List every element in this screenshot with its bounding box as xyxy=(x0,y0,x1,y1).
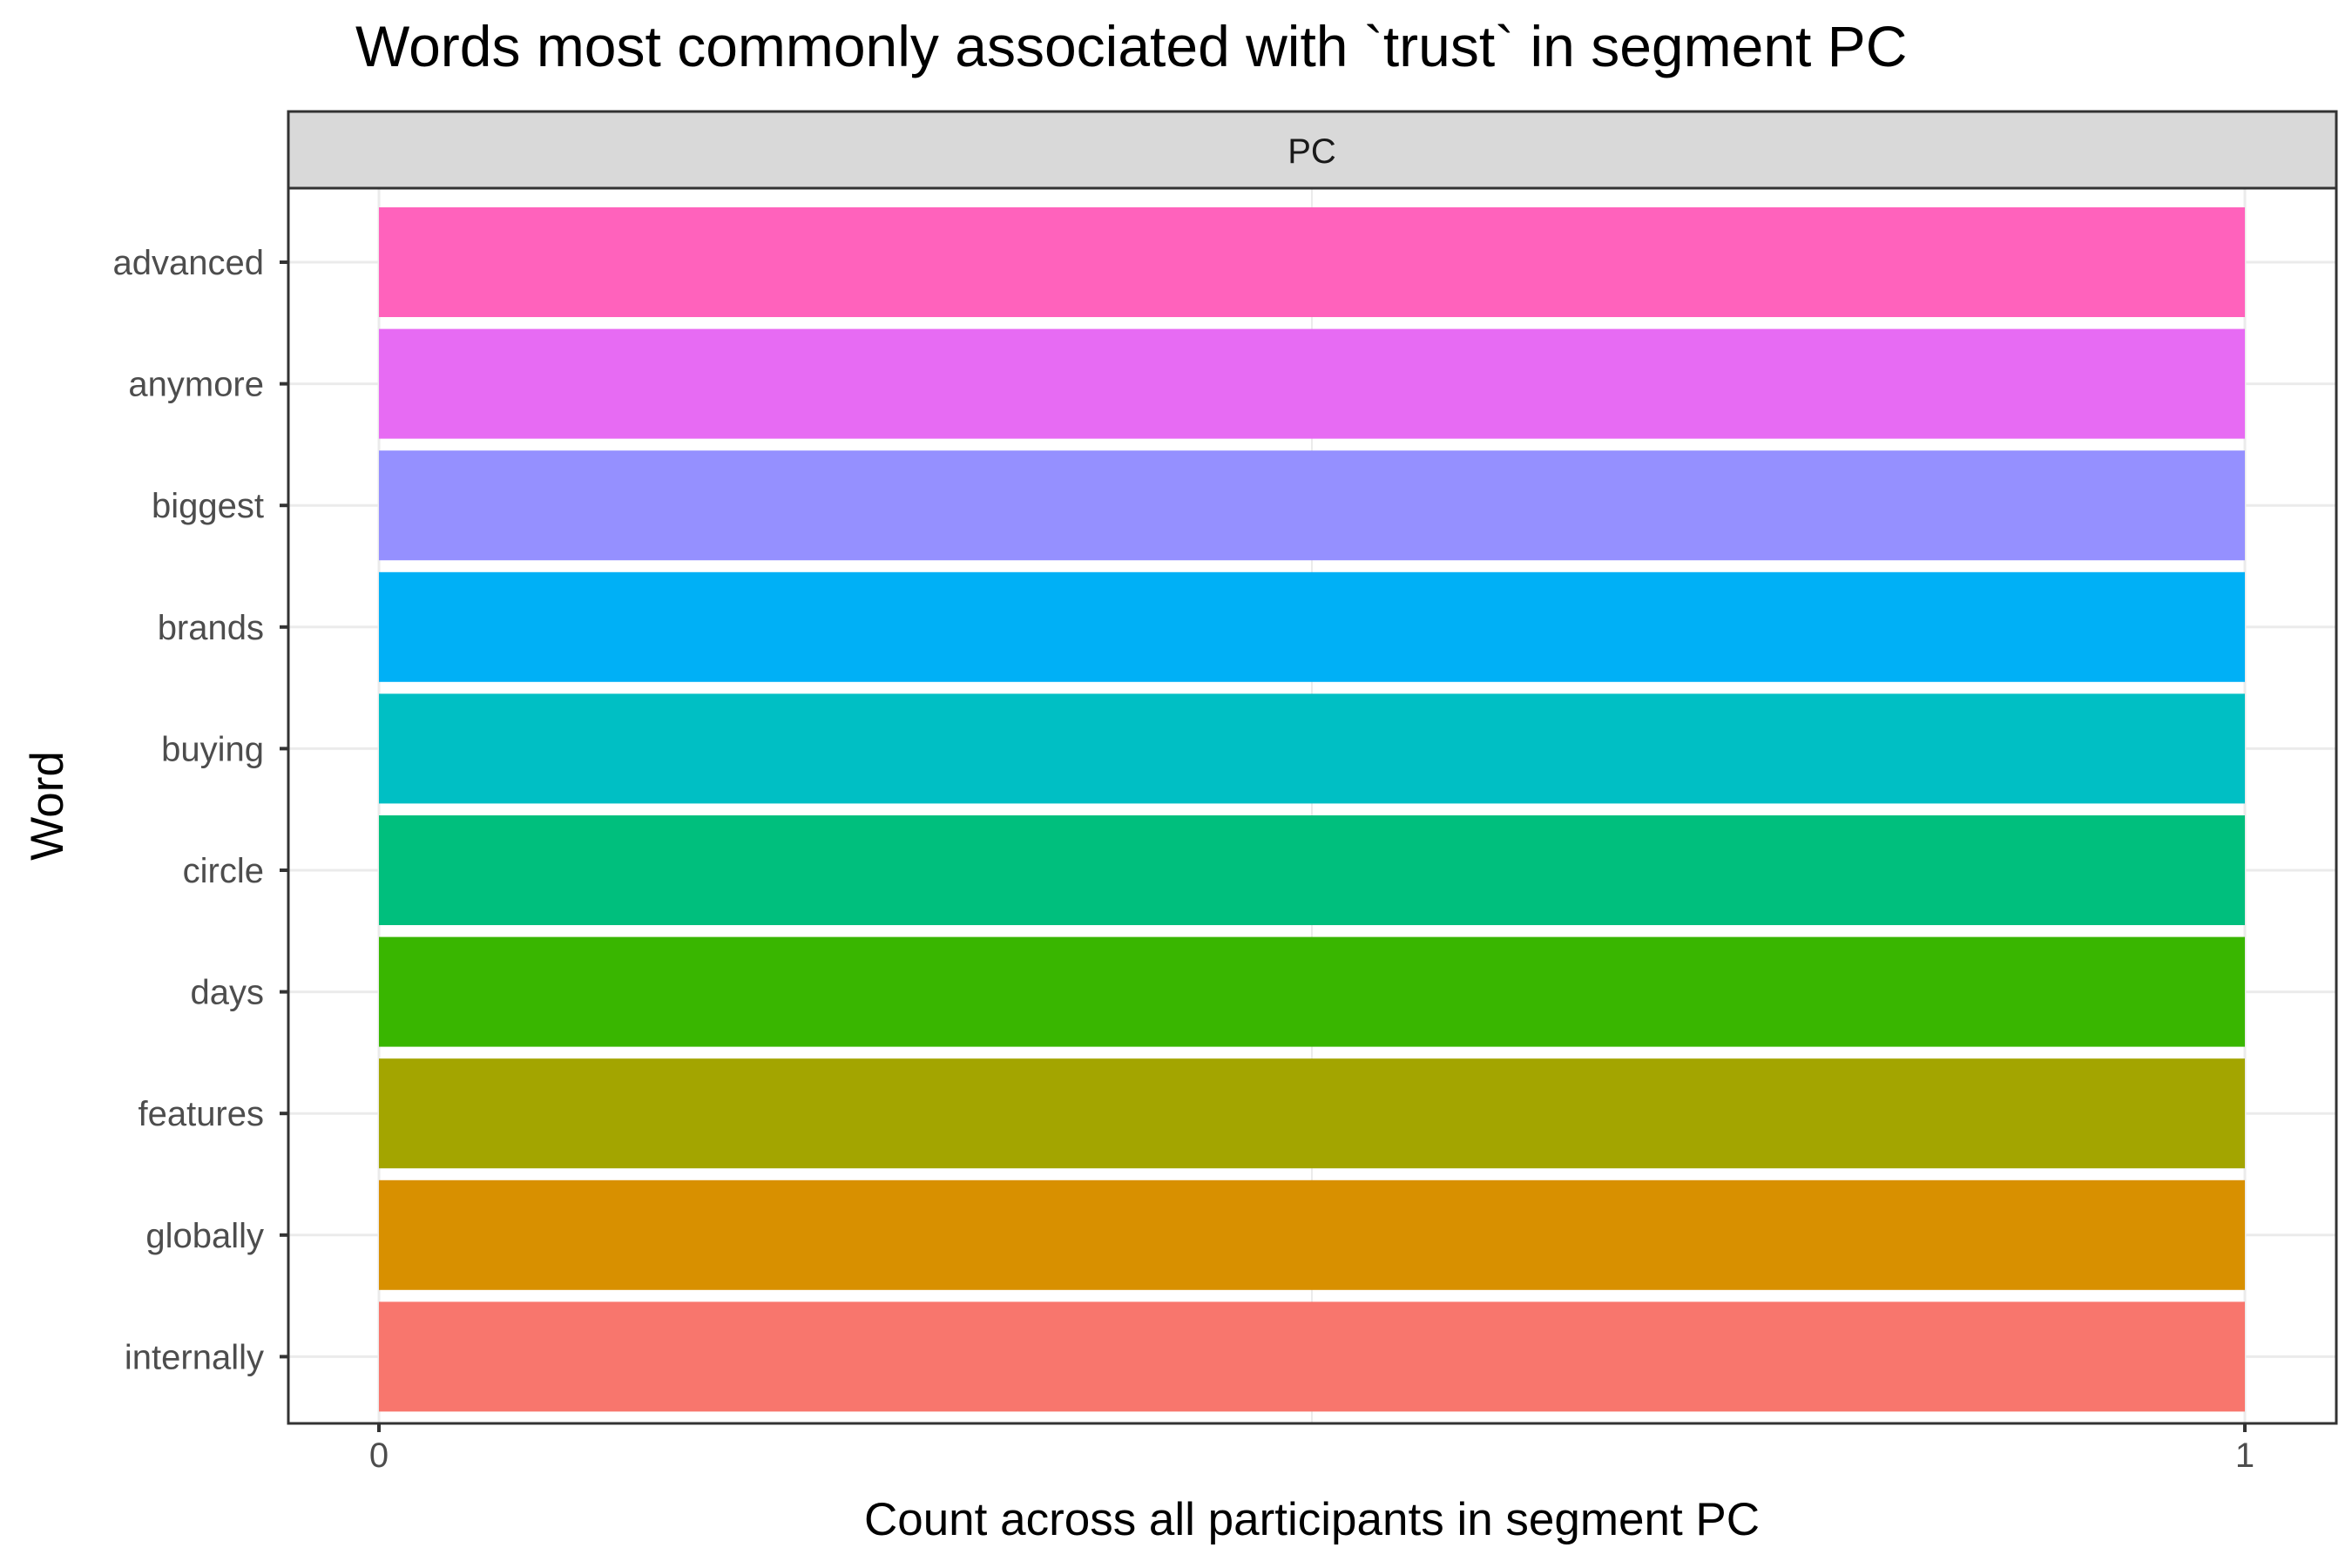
y-tick-label: advanced xyxy=(113,244,264,282)
plot-panel-border xyxy=(287,186,2338,1425)
chart-title: Words most commonly associated with `tru… xyxy=(355,14,1907,78)
y-tick-label: buying xyxy=(161,730,264,768)
y-tick-label: circle xyxy=(183,852,264,890)
x-axis-title: Count across all participants in segment… xyxy=(864,1494,1760,1545)
bar-advanced xyxy=(379,207,2245,317)
x-tick-label: 0 xyxy=(369,1436,389,1475)
y-axis: advanced anymore biggest brands buying circle… xyxy=(113,244,288,1376)
y-tick-label: brands xyxy=(158,609,264,647)
y-tick-label: anymore xyxy=(128,366,264,404)
y-tick-label: biggest xyxy=(152,487,264,525)
y-axis-title: Word xyxy=(22,751,73,861)
x-tick-label: 1 xyxy=(2235,1436,2254,1475)
bar-features xyxy=(379,1058,2245,1169)
bar-buying xyxy=(379,693,2245,804)
y-tick-label: internally xyxy=(125,1338,264,1376)
y-tick-label: days xyxy=(191,974,265,1012)
bar-brands xyxy=(379,571,2245,682)
bar-circle xyxy=(379,815,2245,925)
y-tick-label: globally xyxy=(145,1217,264,1255)
facet-strip xyxy=(287,110,2338,190)
bar-anymore xyxy=(379,328,2245,439)
y-tick-label: features xyxy=(138,1095,264,1133)
bar-internally xyxy=(379,1301,2245,1412)
facet-label: PC xyxy=(1288,132,1336,171)
bar-days xyxy=(379,936,2245,1047)
bar-biggest xyxy=(379,450,2245,561)
bar-globally xyxy=(379,1179,2245,1290)
bars xyxy=(379,207,2245,1412)
